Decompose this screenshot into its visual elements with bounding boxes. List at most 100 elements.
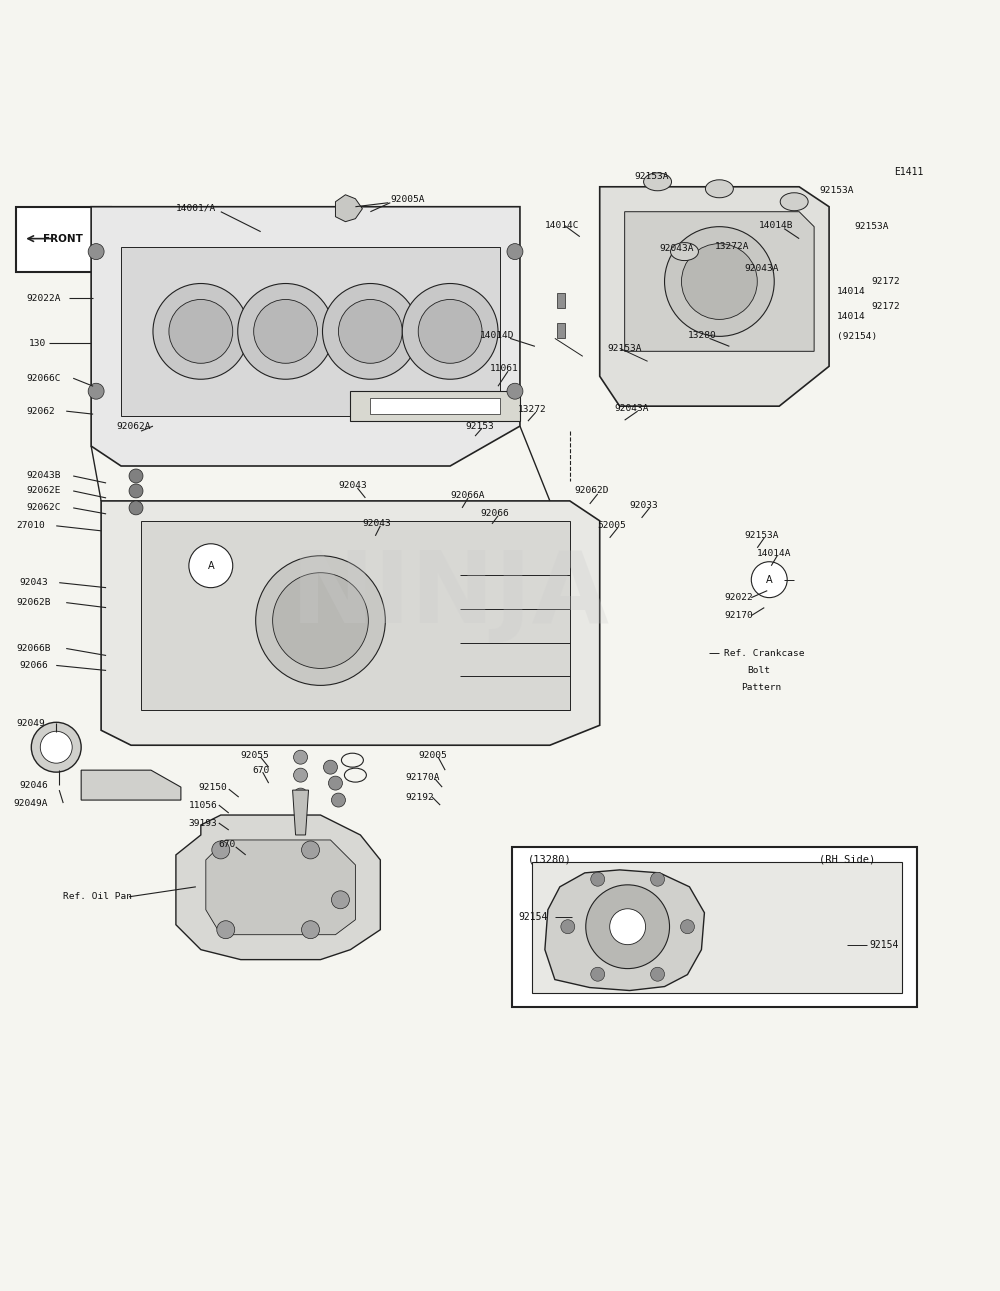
Circle shape	[302, 840, 320, 859]
Text: 92153A: 92153A	[635, 172, 669, 181]
Circle shape	[323, 760, 337, 775]
Text: 14014: 14014	[837, 287, 866, 296]
Text: 92153A: 92153A	[608, 343, 642, 352]
Text: 92043: 92043	[338, 482, 367, 491]
Polygon shape	[141, 520, 570, 710]
Circle shape	[561, 919, 575, 933]
Text: 92043B: 92043B	[26, 471, 61, 480]
FancyBboxPatch shape	[532, 862, 902, 993]
Circle shape	[129, 501, 143, 515]
Text: Ref. Crankcase: Ref. Crankcase	[724, 649, 805, 658]
Bar	[557, 293, 565, 309]
FancyBboxPatch shape	[512, 847, 917, 1007]
Circle shape	[129, 469, 143, 483]
Polygon shape	[121, 247, 500, 416]
Circle shape	[591, 873, 605, 886]
Ellipse shape	[780, 192, 808, 210]
Polygon shape	[101, 501, 600, 745]
Text: 92005: 92005	[418, 750, 447, 759]
Text: 13272: 13272	[518, 404, 547, 413]
Text: 14014D: 14014D	[480, 330, 515, 340]
Circle shape	[129, 484, 143, 498]
Text: 92062A: 92062A	[116, 422, 151, 431]
Text: 92192: 92192	[405, 793, 434, 802]
Text: 92062D: 92062D	[575, 487, 609, 496]
Text: 670: 670	[253, 766, 270, 775]
Text: 92043A: 92043A	[744, 265, 779, 274]
Text: 92022: 92022	[724, 593, 753, 602]
Circle shape	[507, 383, 523, 399]
Text: 92154: 92154	[869, 940, 898, 950]
Circle shape	[31, 722, 81, 772]
Ellipse shape	[671, 243, 698, 261]
Text: 14001/A: 14001/A	[176, 203, 216, 212]
Text: 92066C: 92066C	[26, 373, 61, 382]
Circle shape	[256, 555, 385, 686]
Ellipse shape	[705, 179, 733, 198]
Text: (92154): (92154)	[837, 332, 877, 341]
Text: 92170A: 92170A	[405, 772, 440, 781]
Text: 92172: 92172	[871, 278, 900, 287]
Text: 92055: 92055	[241, 750, 269, 759]
Bar	[557, 324, 565, 338]
Text: Ref. Oil Pan: Ref. Oil Pan	[63, 892, 132, 901]
Circle shape	[651, 873, 665, 886]
Text: 14014: 14014	[837, 312, 866, 321]
Circle shape	[88, 383, 104, 399]
Text: (RH Side): (RH Side)	[819, 855, 875, 865]
Polygon shape	[293, 790, 309, 835]
Text: 92049: 92049	[16, 719, 45, 728]
Text: 92170: 92170	[724, 611, 753, 620]
Text: 92043: 92043	[362, 519, 391, 528]
Text: (13280): (13280)	[528, 855, 572, 865]
Text: 130: 130	[29, 338, 47, 347]
Text: 670: 670	[219, 840, 236, 849]
Text: 92066: 92066	[480, 510, 509, 519]
Polygon shape	[625, 212, 814, 351]
Text: 92066B: 92066B	[16, 644, 51, 653]
Circle shape	[591, 967, 605, 981]
Polygon shape	[600, 187, 829, 407]
Circle shape	[169, 300, 233, 363]
Text: 11056: 11056	[189, 800, 218, 809]
Text: 52005: 52005	[598, 522, 626, 531]
Polygon shape	[335, 195, 362, 222]
Text: 92043: 92043	[19, 578, 48, 587]
Polygon shape	[370, 398, 500, 414]
Circle shape	[331, 891, 349, 909]
Text: 92154: 92154	[518, 911, 547, 922]
Circle shape	[294, 750, 308, 764]
Text: 92153A: 92153A	[819, 186, 854, 195]
Text: 92150: 92150	[199, 782, 228, 791]
Text: 14014C: 14014C	[545, 221, 579, 230]
Text: 92033: 92033	[630, 501, 658, 510]
Text: 14014B: 14014B	[759, 221, 794, 230]
Circle shape	[402, 284, 498, 380]
Text: 92153A: 92153A	[854, 222, 889, 231]
Text: 13280: 13280	[687, 330, 716, 340]
Circle shape	[217, 920, 235, 939]
Text: 92062C: 92062C	[26, 503, 61, 513]
Circle shape	[238, 284, 333, 380]
Circle shape	[322, 284, 418, 380]
Circle shape	[40, 731, 72, 763]
Text: 92062B: 92062B	[16, 598, 51, 607]
Circle shape	[294, 768, 308, 782]
Text: 92005A: 92005A	[390, 195, 425, 204]
Text: 92062: 92062	[26, 407, 55, 416]
Circle shape	[189, 544, 233, 587]
Text: Bolt: Bolt	[747, 666, 770, 675]
Text: 92043A: 92043A	[615, 404, 649, 413]
Circle shape	[586, 884, 670, 968]
Text: 27010: 27010	[16, 522, 45, 531]
Circle shape	[254, 300, 318, 363]
Text: 92043A: 92043A	[660, 244, 694, 253]
Text: 11061: 11061	[490, 364, 519, 373]
FancyBboxPatch shape	[16, 207, 111, 271]
Text: A: A	[766, 574, 773, 585]
Text: 14014A: 14014A	[757, 549, 792, 558]
Circle shape	[302, 920, 320, 939]
Polygon shape	[206, 840, 355, 935]
Text: 92153: 92153	[465, 422, 494, 431]
Circle shape	[212, 840, 230, 859]
